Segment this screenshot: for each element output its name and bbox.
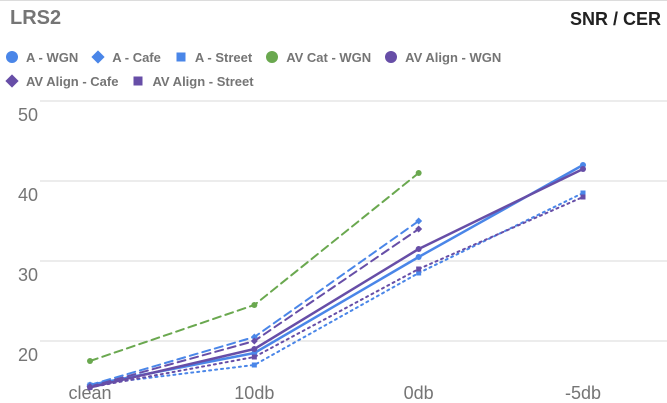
legend-item-av-cat-wgn: AV Cat - WGN — [266, 50, 371, 65]
data-point-a-cafe-1 — [250, 333, 258, 341]
data-point-av-align-wgn-3 — [580, 166, 586, 172]
series-markers — [86, 162, 586, 391]
legend-label: AV Align - Street — [152, 73, 254, 89]
legend-item-a-street: A - Street — [175, 50, 252, 65]
legend: A - WGN A - Cafe A - Street AV Cat - WGN AV … — [5, 45, 661, 93]
legend-item-a-cafe: A - Cafe — [91, 49, 161, 65]
legend-item-av-align-street: AV Align - Street — [132, 73, 254, 89]
legend-label: AV Align - Cafe — [26, 73, 119, 89]
data-point-av-align-street-2 — [416, 266, 422, 272]
legend-label: A - WGN — [26, 49, 79, 65]
x-tick-label-5db: -5db — [565, 383, 601, 403]
x-tick-label-0db: 0db — [404, 383, 434, 403]
series-line-av-cat-wgn — [89, 172, 420, 362]
series-line-a-street — [89, 192, 584, 386]
data-point-av-align-street-1 — [251, 354, 257, 360]
legend-item-av-align-cafe: AV Align - Cafe — [5, 73, 119, 89]
x-tick-label-10db: 10db — [234, 383, 274, 403]
legend-row-1: A - WGN A - Cafe A - Street AV Cat - WGN AV … — [6, 45, 661, 69]
data-point-av-align-wgn-1 — [251, 346, 258, 352]
x-tick-label-clean: clean — [68, 383, 111, 403]
y-axis-ticks: 20 30 40 50 — [18, 105, 38, 365]
data-point-av-align-street-0 — [87, 384, 93, 390]
legend-item-av-align-wgn: AV Align - WGN — [385, 50, 501, 65]
data-point-a-cafe-2 — [415, 217, 423, 225]
series-lines — [88, 163, 585, 389]
data-point-a-street-2 — [416, 270, 422, 276]
y-tick-label-30: 30 — [18, 265, 38, 285]
legend-marker-square — [133, 76, 143, 86]
data-point-av-align-cafe-2 — [415, 225, 423, 233]
series-line-a-wgn — [88, 163, 585, 387]
data-point-av-align-cafe-1 — [250, 337, 258, 345]
legend-marker-circle — [6, 51, 18, 63]
data-point-av-align-wgn-2 — [415, 246, 422, 252]
legend-marker-circle — [385, 51, 398, 63]
data-point-av-align-street-3 — [580, 194, 586, 200]
data-point-a-wgn-2 — [415, 254, 422, 260]
legend-label: A - Street — [194, 49, 253, 65]
y-tick-label-40: 40 — [18, 185, 38, 205]
legend-label: AV Align - WGN — [405, 49, 502, 65]
data-point-a-street-3 — [580, 190, 586, 196]
chart-title: LRS2 — [10, 7, 62, 29]
chart-subtitle: SNR / CER — [569, 9, 661, 29]
legend-item-a-wgn: A - WGN — [6, 50, 78, 65]
y-tick-label-50: 50 — [18, 105, 38, 125]
legend-label: AV Cat - WGN — [286, 49, 372, 65]
gridlines — [40, 100, 667, 342]
legend-marker-circle — [266, 51, 279, 63]
series-line-av-align-street — [89, 196, 584, 389]
legend-marker-square — [176, 52, 186, 62]
data-point-a-street-1 — [251, 362, 257, 368]
data-point-av-cat-wgn-1 — [251, 302, 258, 308]
series-line-av-align-wgn — [88, 167, 585, 389]
x-axis-ticks: clean 10db 0db -5db — [68, 383, 601, 403]
legend-label: A - Cafe — [112, 49, 161, 65]
data-point-av-cat-wgn-0 — [87, 358, 93, 364]
data-point-av-cat-wgn-2 — [415, 170, 422, 176]
y-tick-label-20: 20 — [18, 345, 38, 365]
legend-row-2: AV Align - Cafe AV Align - Street — [5, 69, 661, 93]
